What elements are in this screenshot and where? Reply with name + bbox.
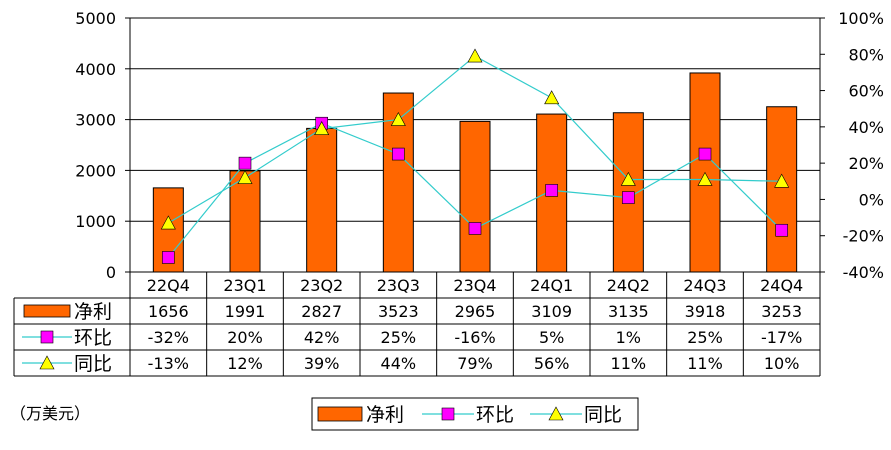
category-label: 23Q1 [223, 276, 266, 295]
yoy-point [467, 48, 483, 63]
mom-point [698, 147, 712, 161]
mom-point [238, 156, 252, 170]
table-key-marker [40, 330, 54, 344]
category-label: 24Q3 [683, 276, 726, 295]
right-tick-label: 40% [848, 118, 884, 137]
table-value: 3523 [378, 302, 419, 321]
table-value: -13% [148, 354, 189, 373]
table-value: 1991 [225, 302, 266, 321]
table-value: 25% [381, 328, 417, 347]
table-value: -17% [761, 328, 802, 347]
axes [129, 18, 821, 272]
mom-point [545, 184, 558, 197]
right-axis-ticks: -40% -20% 0% 20% 40% 60% 80% 100% [820, 9, 884, 282]
legend: 净利 环比 同比 [311, 397, 639, 431]
table-value: -32% [148, 328, 189, 347]
legend-key-marker [441, 407, 455, 421]
legend-key-bar [317, 406, 363, 422]
table-value: 3253 [761, 302, 802, 321]
yoy-point [774, 173, 790, 188]
table-value: 3109 [531, 302, 572, 321]
category-label: 22Q4 [147, 276, 190, 295]
table-key-marker [39, 355, 55, 370]
left-tick-label: 2000 [75, 161, 116, 180]
left-axis-ticks: 0 1000 2000 3000 4000 5000 [75, 9, 130, 282]
yoy-point [544, 90, 560, 105]
table-value: 5% [539, 328, 564, 347]
table-value: 11% [687, 354, 723, 373]
left-tick-label: 1000 [75, 212, 116, 231]
legend-label: 净利 [366, 404, 404, 426]
series-name: 同比 [74, 353, 112, 375]
right-tick-label: 60% [848, 82, 884, 101]
right-tick-label: 0% [859, 190, 884, 209]
series-name: 净利 [74, 301, 112, 323]
mom-point [468, 222, 482, 235]
legend-label: 同比 [584, 404, 622, 426]
right-tick-label: -20% [843, 227, 884, 246]
table-value: 1% [616, 328, 641, 347]
category-label: 23Q2 [300, 276, 343, 295]
bar [306, 127, 338, 273]
legend-key-marker [548, 406, 564, 421]
category-label: 24Q1 [530, 276, 573, 295]
yoy-point [697, 171, 713, 186]
legend-frame [311, 397, 639, 431]
yoy-point [314, 121, 330, 135]
table-value: 1656 [148, 302, 189, 321]
data-table: 22Q4 23Q1 23Q2 23Q3 23Q4 24Q1 24Q2 24Q3 24Q4 净利 16… [13, 271, 821, 377]
yoy-point [620, 171, 636, 186]
unit-note: （万美元） [10, 404, 90, 423]
bar [459, 120, 491, 273]
category-label: 24Q2 [607, 276, 650, 295]
right-tick-label: 80% [848, 45, 884, 64]
bar [766, 106, 798, 273]
category-label: 23Q4 [453, 276, 496, 295]
yoy-point [390, 111, 406, 126]
left-tick-label: 0 [106, 263, 116, 282]
mom-point [392, 147, 405, 161]
table-value: 79% [457, 354, 493, 373]
line-series [160, 48, 790, 264]
table-key-bar [23, 304, 71, 318]
table-value: 25% [687, 328, 723, 347]
table-value: 3135 [608, 302, 649, 321]
right-tick-label: 100% [838, 9, 884, 28]
mom-point [622, 191, 635, 204]
table-value: -16% [454, 328, 495, 347]
legend-label: 环比 [476, 404, 514, 426]
table-value: 42% [304, 328, 340, 347]
table-value: 2827 [301, 302, 342, 321]
table-value: 10% [764, 354, 800, 373]
table-value: 44% [381, 354, 417, 373]
table-value: 56% [534, 354, 570, 373]
left-tick-label: 3000 [75, 111, 116, 130]
table-value: 11% [611, 354, 647, 373]
left-tick-label: 5000 [75, 9, 116, 28]
table-value: 2965 [455, 302, 496, 321]
yoy-point [160, 215, 176, 230]
table-value: 3918 [685, 302, 726, 321]
table-value: 12% [227, 354, 263, 373]
bar-series [152, 72, 798, 273]
right-tick-label: 20% [848, 154, 884, 173]
category-label: 24Q4 [760, 276, 803, 295]
bar [229, 170, 261, 273]
mom-point [775, 223, 788, 237]
category-label: 23Q3 [377, 276, 420, 295]
table-value: 39% [304, 354, 340, 373]
yoy-point [237, 170, 253, 184]
table-value: 20% [227, 328, 263, 347]
series-name: 环比 [74, 327, 112, 349]
left-tick-label: 4000 [75, 60, 116, 79]
right-tick-label: -40% [843, 263, 884, 282]
mom-point [162, 251, 175, 264]
